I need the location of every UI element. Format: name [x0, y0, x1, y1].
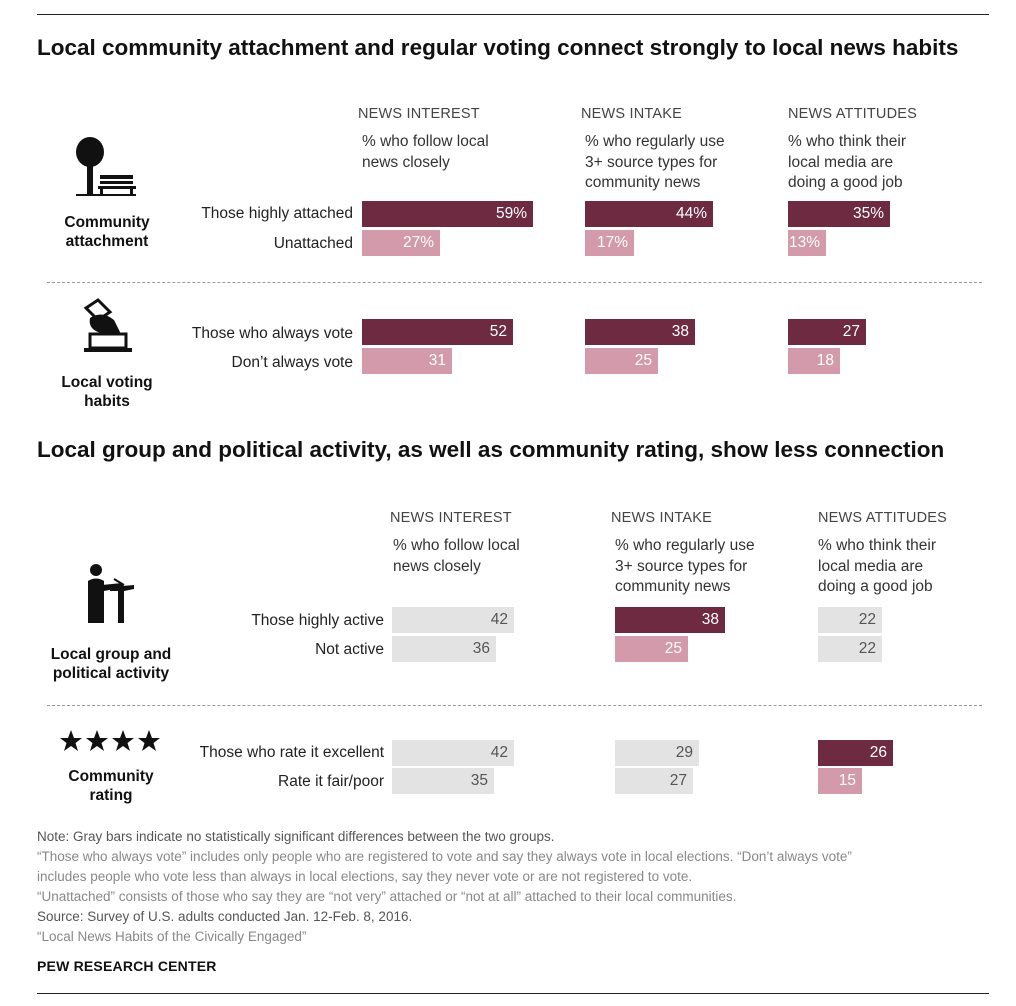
row-label-unattached: Unattached [273, 235, 353, 252]
row-label-rate-excellent: Those who rate it excellent [199, 744, 384, 761]
bar: 29 [615, 740, 699, 766]
org-credit: PEW RESEARCH CENTER [37, 958, 217, 974]
column-header-news-attitudes: NEWS ATTITUDES [788, 106, 918, 122]
column-header-news-interest: NEWS INTEREST [390, 510, 512, 526]
divider [47, 705, 982, 706]
column-header-news-attitudes: NEWS ATTITUDES [818, 510, 948, 526]
group-label-community-rating: Community rating [68, 768, 154, 804]
group-label-community-attachment: Community attachment [64, 214, 150, 250]
footer-unattached-note: “Unattached” consists of those who say t… [37, 889, 737, 904]
bar: 26 [818, 740, 893, 766]
bar-value-label: 22 [858, 640, 876, 657]
bar-value-label: 27 [842, 323, 860, 340]
column-subtitle-news-intake: % who regularly use 3+ source types for … [615, 537, 755, 595]
bar: 17% [585, 230, 634, 256]
footer-vote-note-continued: includes people who vote less than alway… [37, 869, 693, 884]
bar: 22 [818, 607, 882, 633]
row-label-rate-fair-poor: Rate it fair/poor [278, 773, 384, 790]
group-label-group-political-activity: Local group and political activity [50, 646, 172, 682]
bar-value-label: 42 [490, 611, 508, 628]
bar: 25 [585, 348, 658, 374]
bar-value-label: 36 [472, 640, 490, 657]
bar-value-label: 25 [664, 640, 682, 657]
bar-value-label: 52 [489, 323, 507, 340]
group-label-local-voting: Local voting habits [61, 374, 153, 410]
section-title: Local community attachment and regular v… [37, 35, 959, 60]
bar-value-label: 18 [816, 352, 834, 369]
bar-value-label: 31 [428, 352, 446, 369]
bar: 18 [788, 348, 840, 374]
bar-value-label: 59% [495, 205, 527, 222]
footer-source: Source: Survey of U.S. adults conducted … [37, 909, 413, 924]
bar: 38 [585, 319, 695, 345]
bar: 25 [615, 636, 688, 662]
bar: 59% [362, 201, 533, 227]
bar-value-label: 35% [852, 205, 884, 222]
bar-value-label: 38 [671, 323, 689, 340]
footer-note: Note: Gray bars indicate no statisticall… [37, 829, 555, 844]
bar-value-label: 27 [669, 772, 687, 789]
bar-value-label: 27% [402, 234, 434, 251]
footer-report-title: “Local News Habits of the Civically Enga… [37, 929, 307, 944]
section-title: Local group and political activity, as w… [37, 437, 945, 462]
divider [47, 282, 982, 283]
bar: 22 [818, 636, 882, 662]
bar: 27 [615, 768, 693, 794]
column-subtitle-news-attitudes: % who think their local media are doing … [818, 537, 937, 595]
column-subtitle-news-interest: % who follow local news closely [393, 537, 520, 575]
bar-value-label: 22 [858, 611, 876, 628]
bar-value-label: 25 [634, 352, 652, 369]
bar: 52 [362, 319, 513, 345]
tree-bench-icon [76, 137, 136, 196]
row-label-highly-active: Those highly active [251, 612, 384, 629]
bar-value-label: 38 [701, 611, 719, 628]
bar-value-label: 35 [470, 772, 488, 789]
bar-value-label: 13% [788, 234, 820, 251]
column-header-news-interest: NEWS INTEREST [358, 106, 480, 122]
column-subtitle-news-attitudes: % who think their local media are doing … [788, 133, 907, 191]
row-label-always-vote: Those who always vote [191, 325, 353, 342]
footer-vote-note: “Those who always vote” includes only pe… [37, 849, 852, 864]
column-subtitle-news-interest: % who follow local news closely [362, 133, 489, 171]
bar-value-label: 26 [869, 744, 887, 761]
column-header-news-intake: NEWS INTAKE [581, 106, 683, 122]
bar: 36 [392, 636, 496, 662]
bottom-rule [37, 993, 989, 994]
row-label-not-active: Not active [315, 641, 384, 658]
bar-value-label: 15 [838, 772, 856, 789]
bar-value-label: 42 [490, 744, 508, 761]
column-header-news-intake: NEWS INTAKE [611, 510, 713, 526]
row-label-highly-attached: Those highly attached [201, 205, 353, 222]
bar: 35 [392, 768, 494, 794]
bar: 44% [585, 201, 713, 227]
four-stars-icon [60, 730, 160, 751]
speaker-podium-icon [88, 564, 134, 623]
bar: 15 [818, 768, 862, 794]
bar: 38 [615, 607, 725, 633]
bar: 13% [788, 230, 826, 256]
bar: 42 [392, 740, 514, 766]
bar: 42 [392, 607, 514, 633]
bar-value-label: 29 [675, 744, 693, 761]
bar: 27% [362, 230, 440, 256]
ballot-box-icon [83, 298, 132, 352]
bar-value-label: 44% [675, 205, 707, 222]
top-rule [37, 14, 989, 15]
column-subtitle-news-intake: % who regularly use 3+ source types for … [585, 133, 725, 191]
bar: 31 [362, 348, 452, 374]
row-label-dont-always-vote: Don’t always vote [231, 354, 353, 371]
bar: 35% [788, 201, 890, 227]
bar-value-label: 17% [596, 234, 628, 251]
bar: 27 [788, 319, 866, 345]
